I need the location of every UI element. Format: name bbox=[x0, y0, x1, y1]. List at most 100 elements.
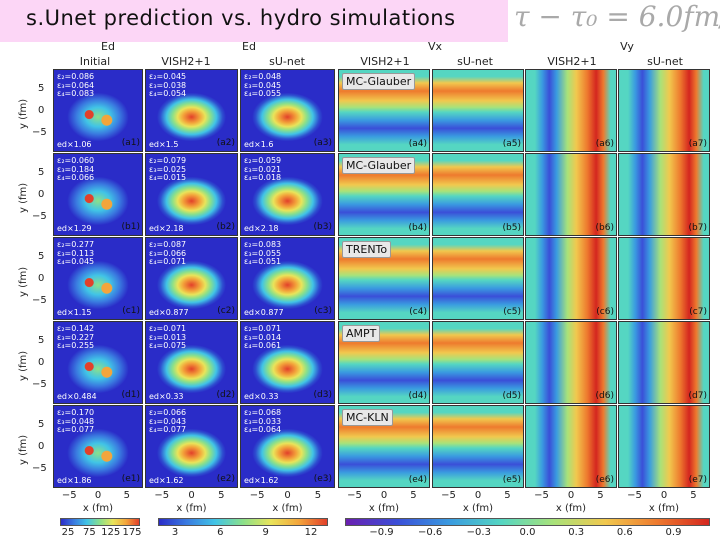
x-tick-label: 0 bbox=[284, 490, 291, 501]
panel-tag: (b3) bbox=[313, 222, 332, 232]
panel-tag: (e5) bbox=[502, 475, 521, 485]
eccentricity-values: ε₂=0.277 ε₃=0.113 ε₄=0.045 bbox=[57, 240, 95, 266]
eccentricity-values: ε₂=0.059 ε₃=0.021 ε₄=0.018 bbox=[244, 156, 282, 182]
panel-tag: (c4) bbox=[409, 307, 427, 317]
model-label: AMPT bbox=[342, 325, 381, 342]
panel-tag: (c5) bbox=[503, 307, 521, 317]
y-tick-label: −5 bbox=[32, 295, 47, 306]
eccentricity-values: ε₂=0.079 ε₃=0.025 ε₄=0.015 bbox=[149, 156, 187, 182]
panel-tag: (d7) bbox=[688, 391, 707, 401]
panel-b6: (b6) bbox=[525, 153, 617, 236]
panel-b4: MC-Glauber (b4) bbox=[338, 153, 430, 236]
panel-tag: (b1) bbox=[121, 222, 140, 232]
panel-a6: (a6) bbox=[525, 69, 617, 152]
ed-scale: ed×1.86 bbox=[57, 475, 92, 485]
col-sunet-ed: sU-net bbox=[269, 55, 305, 68]
colorbar-initial-ed bbox=[60, 518, 140, 526]
eccentricity-values: ε₂=0.048 ε₃=0.045 ε₄=0.055 bbox=[244, 72, 282, 98]
x-tick-label: 5 bbox=[218, 490, 225, 501]
y-axis-label: y (fm) bbox=[18, 182, 29, 213]
y-tick-label: −5 bbox=[32, 127, 47, 138]
eccentricity-values: ε₂=0.071 ε₃=0.013 ε₄=0.075 bbox=[149, 324, 187, 350]
panel-tag: (a4) bbox=[408, 139, 427, 149]
ed-scale: ed×0.877 bbox=[244, 307, 284, 317]
colorbar-tick: 25 bbox=[61, 527, 75, 538]
panel-b3: ε₂=0.059 ε₃=0.021 ε₄=0.018 ed×2.18 (b3) bbox=[240, 153, 335, 236]
ed-scale: ed×1.06 bbox=[57, 139, 92, 149]
panel-tag: (b5) bbox=[502, 223, 521, 233]
x-axis-label: x (fm) bbox=[555, 503, 587, 514]
eccentricity-values: ε₂=0.083 ε₃=0.055 ε₄=0.051 bbox=[244, 240, 282, 266]
panel-d7: (d7) bbox=[618, 321, 710, 404]
eccentricity-values: ε₂=0.142 ε₃=0.227 ε₄=0.255 bbox=[57, 324, 95, 350]
colorbar-tick: 6 bbox=[217, 527, 224, 538]
panel-tag: (e7) bbox=[688, 475, 707, 485]
panel-a3: ε₂=0.048 ε₃=0.045 ε₄=0.055 ed×1.6 (a3) bbox=[240, 69, 335, 152]
panel-e1: ε₂=0.170 ε₃=0.048 ε₄=0.077 ed×1.86 (e1) bbox=[53, 405, 143, 488]
panel-tag: (a1) bbox=[121, 138, 140, 148]
colorbar-tick: 9 bbox=[262, 527, 269, 538]
x-axis-label: x (fm) bbox=[82, 503, 114, 514]
colorbar-tick: 125 bbox=[101, 527, 121, 538]
x-tick-label: 0 bbox=[567, 490, 575, 501]
col-vish-vy: VISH2+1 bbox=[547, 55, 597, 68]
panel-a1: ε₂=0.086 ε₃=0.064 ε₄=0.083 ed×1.06 (a1) bbox=[53, 69, 143, 152]
ed-scale: ed×1.15 bbox=[57, 307, 92, 317]
colorbar-tick: 0.0 bbox=[519, 527, 536, 538]
col-vish-vx: VISH2+1 bbox=[360, 55, 410, 68]
eccentricity-values: ε₂=0.170 ε₃=0.048 ε₄=0.077 bbox=[57, 408, 95, 434]
colorbar-final-ed bbox=[158, 518, 328, 526]
y-axis-label: y (fm) bbox=[18, 350, 29, 381]
panel-tag: (b2) bbox=[216, 222, 235, 232]
panel-tag: (e6) bbox=[595, 475, 614, 485]
x-tick-label: 0 bbox=[94, 490, 102, 501]
x-tick-label: −5 bbox=[154, 490, 170, 501]
panel-tag: (a3) bbox=[313, 138, 332, 148]
panel-b5: (b5) bbox=[432, 153, 524, 236]
panel-e3: ε₂=0.068 ε₃=0.033 ε₄=0.064 ed×1.62 (e3) bbox=[240, 405, 335, 488]
y-tick-label: 0 bbox=[38, 273, 45, 284]
x-tick-label: 0 bbox=[380, 490, 388, 501]
panel-e7: (e7) bbox=[618, 405, 710, 488]
panel-tag: (b6) bbox=[595, 223, 614, 233]
colorbar-velocity bbox=[345, 518, 710, 526]
panel-tag: (e2) bbox=[216, 474, 235, 484]
panel-tag: (e1) bbox=[121, 474, 140, 484]
y-axis-label: y (fm) bbox=[18, 434, 29, 465]
panel-d1: ε₂=0.142 ε₃=0.227 ε₄=0.255 ed×0.484 (d1) bbox=[53, 321, 143, 404]
panel-e4: MC-KLN (e4) bbox=[338, 405, 430, 488]
panel-tag: (d6) bbox=[595, 391, 614, 401]
panel-d4: AMPT (d4) bbox=[338, 321, 430, 404]
x-tick-label: −5 bbox=[249, 490, 265, 501]
panel-e5: (e5) bbox=[432, 405, 524, 488]
x-tick-label: 0 bbox=[188, 490, 195, 501]
ed-scale: ed×0.484 bbox=[57, 391, 97, 401]
y-axis-label: y (fm) bbox=[18, 98, 29, 129]
slide-title-box: s.Unet prediction vs. hydro simulations bbox=[0, 0, 508, 42]
panel-tag: (c1) bbox=[122, 306, 140, 316]
colorbar-tick: 0.3 bbox=[568, 527, 585, 538]
col-vish-ed: VISH2+1 bbox=[161, 55, 211, 68]
panel-b7: (b7) bbox=[618, 153, 710, 236]
ed-scale: ed×0.33 bbox=[149, 391, 184, 401]
model-label: MC-KLN bbox=[342, 409, 393, 426]
y-tick-label: 0 bbox=[38, 105, 45, 116]
panel-d2: ε₂=0.071 ε₃=0.013 ε₄=0.075 ed×0.33 (d2) bbox=[145, 321, 238, 404]
ed-scale: ed×1.6 bbox=[244, 139, 274, 149]
y-tick-label: −5 bbox=[32, 463, 47, 474]
colorbar-tick: −0.3 bbox=[466, 527, 491, 538]
y-tick-label: −5 bbox=[32, 211, 47, 222]
x-tick-label: −5 bbox=[627, 490, 642, 501]
colorbar-tick: 0.9 bbox=[665, 527, 682, 538]
header-vy: Vy bbox=[620, 40, 634, 53]
panel-b1: ε₂=0.060 ε₃=0.184 ε₄=0.066 ed×1.29 (b1) bbox=[53, 153, 143, 236]
panel-c1: ε₂=0.277 ε₃=0.113 ε₄=0.045 ed×1.15 (c1) bbox=[53, 237, 143, 320]
ed-scale: ed×0.33 bbox=[244, 391, 279, 401]
panel-c6: (c6) bbox=[525, 237, 617, 320]
panel-tag: (c3) bbox=[314, 306, 332, 316]
panel-a7: (a7) bbox=[618, 69, 710, 152]
y-tick-label: 0 bbox=[38, 357, 45, 368]
panel-c7: (c7) bbox=[618, 237, 710, 320]
x-axis-label: x (fm) bbox=[368, 503, 400, 514]
header-ed-2: Ed bbox=[242, 40, 256, 53]
